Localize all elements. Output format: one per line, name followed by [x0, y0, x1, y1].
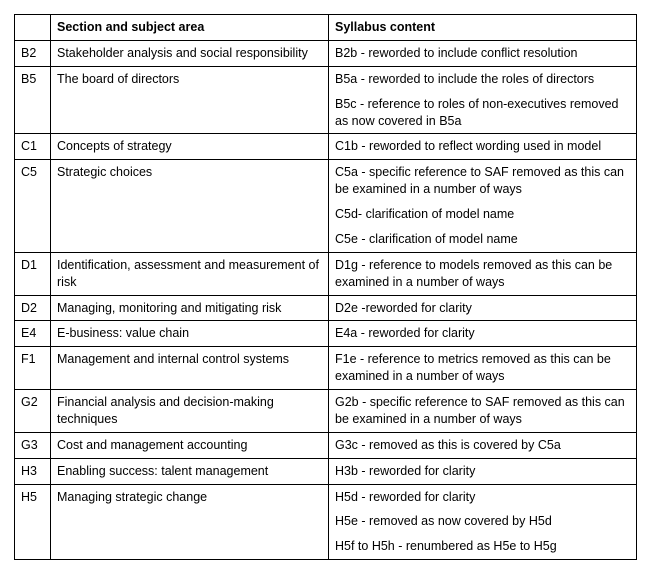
table-header-row: Section and subject area Syllabus conten… — [15, 15, 637, 41]
row-code: F1 — [15, 347, 51, 390]
content-entry: E4a - reworded for clarity — [335, 325, 630, 342]
content-entry: D2e -reworded for clarity — [335, 300, 630, 317]
row-content: G3c - removed as this is covered by C5a — [329, 432, 637, 458]
content-entry: B2b - reworded to include conflict resol… — [335, 45, 630, 62]
row-content: B5a - reworded to include the roles of d… — [329, 66, 637, 134]
row-content: D2e -reworded for clarity — [329, 295, 637, 321]
row-subject: Managing, monitoring and mitigating risk — [51, 295, 329, 321]
header-code — [15, 15, 51, 41]
table-row: H5Managing strategic changeH5d - reworde… — [15, 484, 637, 560]
row-subject: The board of directors — [51, 66, 329, 134]
row-code: C5 — [15, 160, 51, 253]
content-entry: C1b - reworded to reflect wording used i… — [335, 138, 630, 155]
row-code: C1 — [15, 134, 51, 160]
row-subject: E-business: value chain — [51, 321, 329, 347]
content-entry: H5e - removed as now covered by H5d — [335, 513, 630, 530]
table-row: F1Management and internal control system… — [15, 347, 637, 390]
row-subject: Cost and management accounting — [51, 432, 329, 458]
row-code: G2 — [15, 390, 51, 433]
row-content: C5a - specific reference to SAF removed … — [329, 160, 637, 253]
row-code: B2 — [15, 40, 51, 66]
row-content: B2b - reworded to include conflict resol… — [329, 40, 637, 66]
content-entry: G2b - specific reference to SAF removed … — [335, 394, 630, 428]
row-subject: Managing strategic change — [51, 484, 329, 560]
row-code: D2 — [15, 295, 51, 321]
row-subject: Financial analysis and decision-making t… — [51, 390, 329, 433]
table-row: B2Stakeholder analysis and social respon… — [15, 40, 637, 66]
row-content: H3b - reworded for clarity — [329, 458, 637, 484]
table-row: H3Enabling success: talent management H3b… — [15, 458, 637, 484]
table-body: B2Stakeholder analysis and social respon… — [15, 40, 637, 559]
row-code: G3 — [15, 432, 51, 458]
content-entry: D1g - reference to models removed as thi… — [335, 257, 630, 291]
row-content: G2b - specific reference to SAF removed … — [329, 390, 637, 433]
table-row: C5Strategic choicesC5a - specific refere… — [15, 160, 637, 253]
table-row: C1Concepts of strategy C1b - reworded to … — [15, 134, 637, 160]
header-subject: Section and subject area — [51, 15, 329, 41]
row-content: C1b - reworded to reflect wording used i… — [329, 134, 637, 160]
content-entry: C5e - clarification of model name — [335, 231, 630, 248]
content-entry: F1e - reference to metrics removed as th… — [335, 351, 630, 385]
row-code: E4 — [15, 321, 51, 347]
table-row: D2Managing, monitoring and mitigating ri… — [15, 295, 637, 321]
row-subject: Management and internal control systems — [51, 347, 329, 390]
row-content: F1e - reference to metrics removed as th… — [329, 347, 637, 390]
row-content: H5d - reworded for clarity H5e - removed … — [329, 484, 637, 560]
table-row: G2Financial analysis and decision-making… — [15, 390, 637, 433]
content-entry: B5a - reworded to include the roles of d… — [335, 71, 630, 88]
row-code: H3 — [15, 458, 51, 484]
row-code: B5 — [15, 66, 51, 134]
content-entry: H3b - reworded for clarity — [335, 463, 630, 480]
content-entry: B5c - reference to roles of non-executiv… — [335, 96, 630, 130]
table-row: G3Cost and management accounting G3c - re… — [15, 432, 637, 458]
row-subject: Enabling success: talent management — [51, 458, 329, 484]
row-subject: Stakeholder analysis and social responsi… — [51, 40, 329, 66]
table-row: B5The board of directors B5a - reworded t… — [15, 66, 637, 134]
table-row: E4E-business: value chain E4a - reworded … — [15, 321, 637, 347]
row-code: H5 — [15, 484, 51, 560]
content-entry: C5a - specific reference to SAF removed … — [335, 164, 630, 198]
table-row: D1Identification, assessment and measure… — [15, 252, 637, 295]
row-content: E4a - reworded for clarity — [329, 321, 637, 347]
row-subject: Concepts of strategy — [51, 134, 329, 160]
content-entry: C5d- clarification of model name — [335, 206, 630, 223]
content-entry: G3c - removed as this is covered by C5a — [335, 437, 630, 454]
header-content: Syllabus content — [329, 15, 637, 41]
row-subject: Strategic choices — [51, 160, 329, 253]
row-code: D1 — [15, 252, 51, 295]
row-subject: Identification, assessment and measureme… — [51, 252, 329, 295]
content-entry: H5d - reworded for clarity — [335, 489, 630, 506]
row-content: D1g - reference to models removed as thi… — [329, 252, 637, 295]
syllabus-changes-table: Section and subject area Syllabus conten… — [14, 14, 637, 560]
